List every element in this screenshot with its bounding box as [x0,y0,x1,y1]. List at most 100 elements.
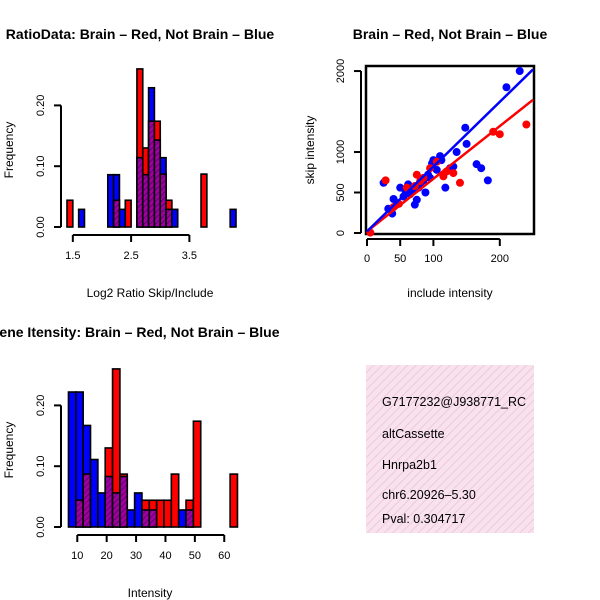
bar-overlap [136,156,144,228]
y-axis-label: Frequency [2,122,16,179]
x-tick-label: 100 [424,253,442,265]
event-type: altCassette [382,427,445,441]
bars [66,68,237,228]
info-panel: G7177232@J938771_RC altCassette Hnrpa2b1… [366,365,534,533]
y-tick-label: 0.20 [35,395,47,416]
y-tick-label: 0 [335,230,347,236]
bar-overlap [119,475,129,528]
point-brain [522,120,531,129]
bar-not-brain [229,208,237,228]
bar-overlap [141,509,151,528]
point-brain [412,170,421,179]
x-tick-label: 60 [218,550,230,562]
x-tick-label: 2.5 [123,250,138,262]
point-not-brain [432,165,441,174]
y-tick-label: 0.00 [35,516,47,537]
fit-line-brain [366,98,534,233]
x-axis: 0 50 100 200 [364,238,509,265]
y-tick-label: 0.20 [35,95,47,116]
bar-brain [66,199,74,228]
bar-overlap [147,120,156,228]
x-axis-label: Log2 Ratio Skip/Include [87,286,214,300]
bar-not-brain [77,208,86,228]
bar-brain [163,499,173,528]
bar-overlap [112,199,121,228]
x-tick-label: 10 [71,550,83,562]
x-tick-label: 50 [189,550,201,562]
bar-overlap [153,139,162,228]
y-tick-label: 1000 [335,140,347,164]
intensity-scatter: Brain – Red, Not Brain – Blue 0500100020… [303,26,547,300]
point-not-brain [461,123,470,132]
y-tick-label: 0.00 [35,216,47,237]
y-tick-label: 2000 [335,59,347,83]
bar-not-brain [126,509,136,528]
bar-not-brain [118,208,127,228]
bar-overlap [104,475,114,528]
bar-brain [229,473,239,528]
y-tick-label: 0.10 [35,155,47,176]
bar-overlap [82,473,92,528]
p-value: Pval: 0.304717 [382,512,465,526]
bar-not-brain [67,391,77,528]
point-not-brain [515,67,524,76]
intensity-histogram: Gene Itensity: Brain – Red, Not Brain – … [0,324,280,600]
y-axis: 0.00 0.10 0.20 [35,395,62,538]
point-brain [381,176,390,185]
y-tick-label: 0.10 [35,455,47,476]
y-axis-label: Frequency [2,422,16,479]
ratio-histogram: RatioData: Brain – Red, Not Brain – Blue… [2,26,274,300]
y-axis-label: skip intensity [303,116,317,185]
point-not-brain [502,83,511,92]
bar-overlap [165,208,173,228]
point-not-brain [452,148,461,157]
x-tick-label: 20 [101,550,113,562]
bar-not-brain [177,509,187,528]
bar-not-brain [133,492,143,528]
x-tick-label: 200 [491,253,509,265]
point-not-brain [477,164,486,173]
bar-brain [170,473,180,528]
bar-overlap [185,509,195,528]
gene-name: Hnrpa2b1 [382,458,437,472]
x-axis: 10 20 30 40 50 60 [71,534,230,562]
chart-title: Gene Itensity: Brain – Red, Not Brain – … [0,324,280,340]
x-axis: 1.5 2.5 3.5 [65,234,197,262]
bar-not-brain [89,458,99,528]
bar-not-brain [106,173,115,228]
x-tick-label: 40 [159,550,171,562]
bar-brain [124,199,132,228]
point-not-brain [412,195,421,204]
y-tick-label: 500 [335,183,347,201]
bar-not-brain [171,208,179,228]
x-axis-label: Intensity [128,586,173,600]
bar-overlap [75,499,84,528]
chart-title: Brain – Red, Not Brain – Blue [353,26,548,42]
point-brain [455,178,464,187]
plot-frame [364,64,536,236]
y-axis: 0.00 0.10 0.20 [35,95,62,238]
bar-overlap [111,492,121,528]
probe-id: G7177232@J938771_RC [382,395,526,409]
x-tick-label: 50 [394,253,406,265]
info-background [366,365,534,533]
x-tick-label: 30 [130,550,142,562]
x-tick-label: 0 [364,253,370,265]
x-tick-label: 1.5 [65,250,80,262]
bar-brain [200,173,208,228]
bar-overlap [141,173,150,228]
point-not-brain [441,183,450,192]
chromosome-location: chr6.20926–5.30 [382,488,476,502]
point-not-brain [462,139,471,148]
fit-line-not-brain [366,68,534,233]
fit-lines [366,68,534,233]
y-axis: 0 500 1000 2000 [335,59,362,236]
bars [67,368,239,528]
chart-title: RatioData: Brain – Red, Not Brain – Blue [6,26,275,42]
point-brain [495,130,504,139]
point-brain [449,169,458,178]
x-tick-label: 3.5 [182,250,197,262]
bar-overlap [148,509,158,528]
point-not-brain [483,176,492,185]
